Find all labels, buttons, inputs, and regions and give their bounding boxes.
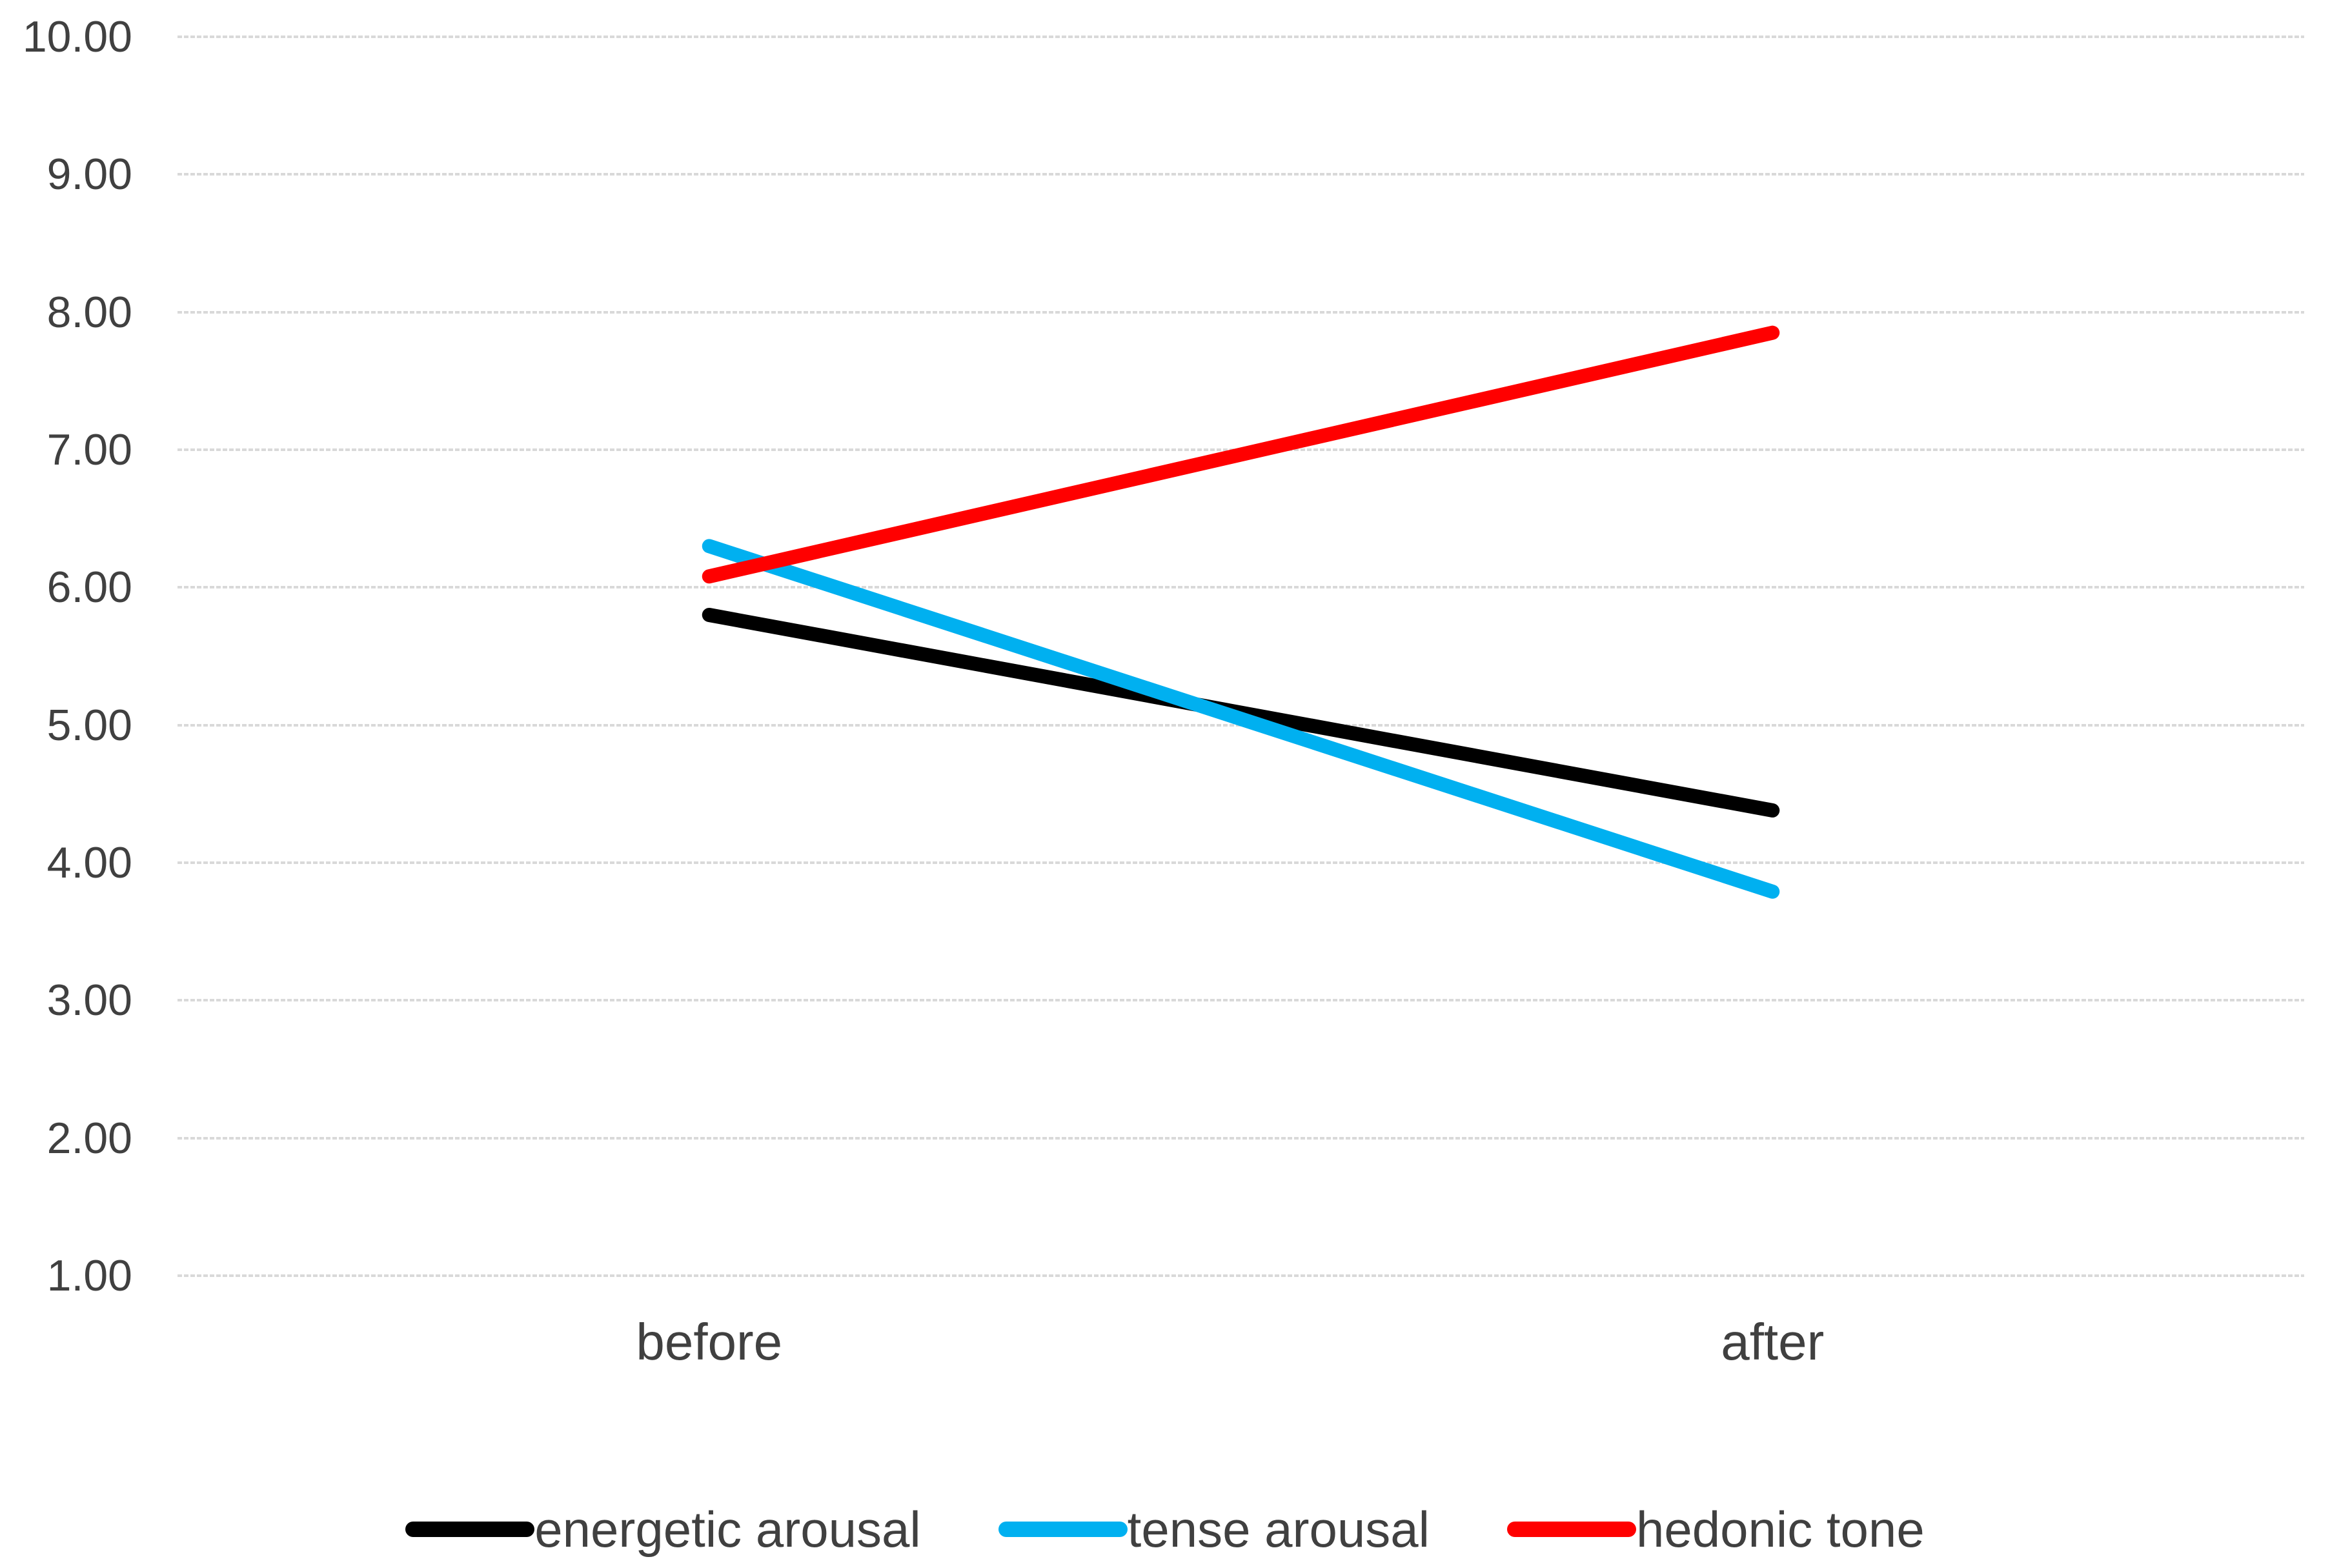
gridline bbox=[177, 586, 2304, 589]
y-axis-tick-label: 4.00 bbox=[46, 838, 132, 887]
gridline bbox=[177, 1274, 2304, 1277]
y-axis-tick-label: 6.00 bbox=[46, 563, 132, 612]
legend-line-swatch bbox=[405, 1522, 535, 1537]
y-axis-tick-label: 9.00 bbox=[46, 150, 132, 199]
gridline bbox=[177, 861, 2304, 864]
x-axis-label-after: after bbox=[1721, 1313, 1825, 1371]
gridline bbox=[177, 310, 2304, 314]
legend-item-hedonic-tone: hedonic tone bbox=[1506, 1501, 1925, 1558]
x-axis-label-before: before bbox=[636, 1313, 783, 1371]
y-axis-tick-label: 10.00 bbox=[22, 12, 132, 61]
gridline bbox=[177, 173, 2304, 176]
y-axis-tick-label: 5.00 bbox=[46, 700, 132, 750]
y-axis-tick-label: 1.00 bbox=[46, 1251, 132, 1300]
legend-line-swatch bbox=[998, 1522, 1128, 1537]
legend-label: tense arousal bbox=[1127, 1501, 1430, 1558]
y-axis-tick-label: 3.00 bbox=[46, 976, 132, 1025]
legend-item-energetic-arousal: energetic arousal bbox=[405, 1501, 921, 1558]
legend-label: energetic arousal bbox=[534, 1501, 921, 1558]
y-axis-tick-label: 8.00 bbox=[46, 287, 132, 337]
gridline bbox=[177, 1136, 2304, 1140]
y-axis-tick-label: 2.00 bbox=[46, 1113, 132, 1163]
gridline bbox=[177, 999, 2304, 1002]
series-line-hedonic-tone bbox=[702, 325, 1780, 584]
gridline bbox=[177, 35, 2304, 38]
legend-label: hedonic tone bbox=[1636, 1501, 1925, 1558]
series-line-tense-arousal bbox=[702, 539, 1780, 899]
legend-item-tense-arousal: tense arousal bbox=[998, 1504, 1430, 1554]
y-axis-tick-label: 7.00 bbox=[46, 425, 132, 474]
legend: energetic arousal tense arousal hedonic to… bbox=[0, 1484, 2330, 1568]
legend-line-swatch bbox=[1506, 1522, 1636, 1537]
